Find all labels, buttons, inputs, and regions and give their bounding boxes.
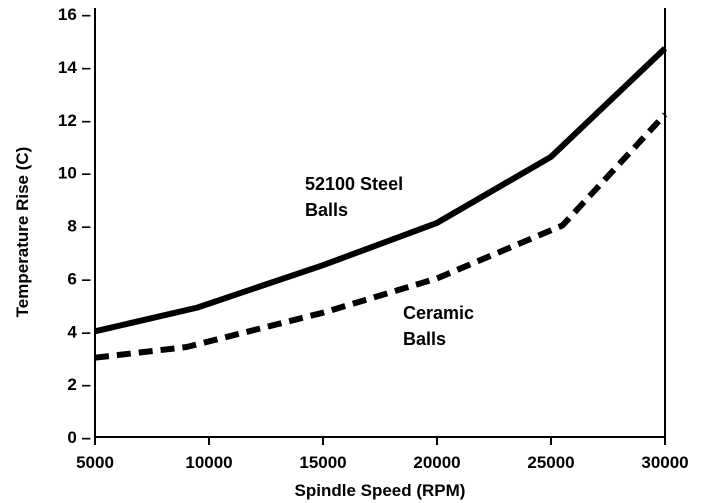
x-tick-label: 5000 xyxy=(76,453,114,472)
y-axis-title: Temperature Rise (C) xyxy=(13,147,32,318)
y-tick-label: 14 – xyxy=(58,58,91,77)
y-tick-label: 16 – xyxy=(58,5,91,24)
annotation-line: Balls xyxy=(403,329,446,349)
x-axis: 5000 10000 15000 20000 25000 30000 xyxy=(76,437,689,472)
x-tick-label: 10000 xyxy=(185,453,232,472)
annotation-layer: 52100 Steel Balls Ceramic Balls xyxy=(305,174,474,349)
x-tick-label: 25000 xyxy=(527,453,574,472)
y-axis: 0 – 2 – 4 – 6 – 8 – 10 – 12 – 14 – 16 – xyxy=(58,5,91,447)
annotation-line: 52100 Steel xyxy=(305,174,403,194)
ceramic-balls-line xyxy=(94,112,668,361)
annotation-line: Balls xyxy=(305,200,348,220)
y-tick-label: 6 – xyxy=(67,269,91,288)
y-tick-label: 4 – xyxy=(67,322,91,341)
y-tick-label: 8 – xyxy=(67,217,91,236)
y-tick-label: 12 – xyxy=(58,111,91,130)
x-axis-title: Spindle Speed (RPM) xyxy=(295,481,466,500)
x-tick-label: 20000 xyxy=(413,453,460,472)
ceramic-balls-annotation: Ceramic Balls xyxy=(403,303,474,349)
y-tick-label: 0 – xyxy=(67,428,91,447)
steel-balls-line xyxy=(94,46,668,335)
x-tick-label: 30000 xyxy=(641,453,688,472)
y-tick-label: 2 – xyxy=(67,375,91,394)
plot-frame xyxy=(94,8,666,438)
x-tick-label: 15000 xyxy=(299,453,346,472)
annotation-line: Ceramic xyxy=(403,303,474,323)
series-layer xyxy=(94,46,668,361)
steel-balls-annotation: 52100 Steel Balls xyxy=(305,174,403,220)
y-tick-label: 10 – xyxy=(58,164,91,183)
